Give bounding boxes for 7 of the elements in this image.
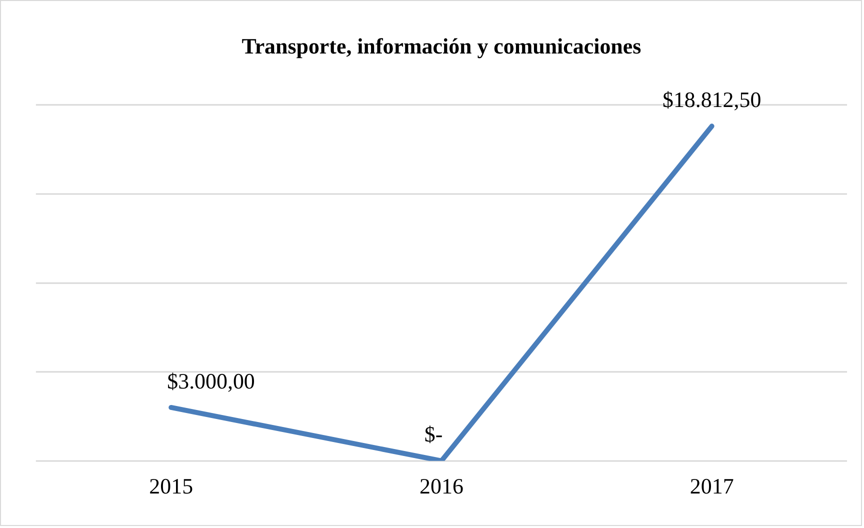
data-label: $-: [424, 422, 443, 447]
data-label: $18.812,50: [662, 87, 762, 112]
x-tick-label: 2016: [420, 474, 464, 499]
x-tick-label: 2015: [149, 474, 194, 499]
x-tick-label: 2017: [690, 474, 734, 499]
chart-title: Transporte, información y comunicaciones: [242, 34, 642, 59]
data-label: $3.000,00: [167, 368, 255, 394]
